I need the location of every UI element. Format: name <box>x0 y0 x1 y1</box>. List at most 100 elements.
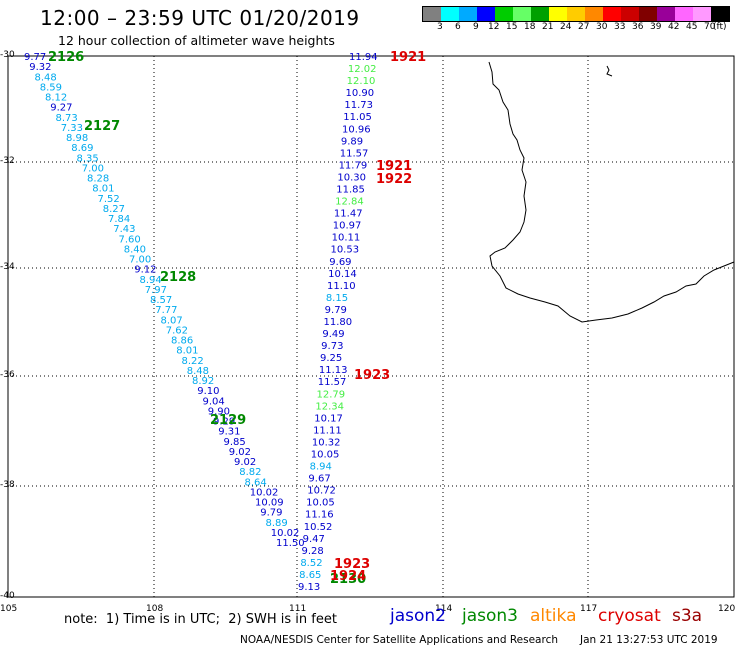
swh-value-left: 8.92 <box>192 376 214 387</box>
satellite-jason2: jason2 <box>390 606 446 626</box>
lat-label: -36 <box>0 370 15 380</box>
swh-value-left: 7.52 <box>98 194 120 205</box>
swh-value-right: 9.79 <box>325 305 347 316</box>
lon-label: 120 <box>718 604 736 614</box>
swh-value-right: 11.16 <box>305 510 334 521</box>
legend-swatch <box>531 7 549 21</box>
footer-note: note: 1) Time is in UTC; 2) SWH is in fe… <box>64 612 337 627</box>
pass-label: 1922 <box>376 172 412 187</box>
swh-value-left: 10.02 <box>250 487 279 498</box>
swh-value-right: 11.85 <box>336 185 365 196</box>
swh-value-left: 7.00 <box>82 163 104 174</box>
swh-value-left: 8.40 <box>124 244 146 255</box>
swh-value-left: 9.32 <box>29 62 51 73</box>
legend-unit: (ft) <box>713 22 727 32</box>
swh-value-left: 8.48 <box>35 72 57 83</box>
swh-value-left: 8.27 <box>103 204 125 215</box>
swh-value-left: 9.02 <box>229 447 251 458</box>
pass-label: 1923 <box>354 368 390 383</box>
swh-value-left: 9.31 <box>218 427 240 438</box>
swh-value-left: 8.82 <box>239 467 261 478</box>
pass-label: 2130 <box>330 572 366 587</box>
swh-value-left: 8.01 <box>92 184 114 195</box>
lat-label: -34 <box>0 262 15 272</box>
swh-value-right: 10.52 <box>304 522 333 533</box>
color-legend <box>422 6 730 22</box>
legend-swatch <box>657 7 675 21</box>
legend-swatch <box>693 7 711 21</box>
legend-swatch <box>603 7 621 21</box>
swh-value-right: 10.05 <box>311 450 340 461</box>
swh-value-left: 9.27 <box>50 103 72 114</box>
map-frame <box>7 55 735 598</box>
swh-value-left: 9.29 <box>213 417 235 428</box>
swh-value-right: 9.89 <box>341 136 363 147</box>
swh-value-left: 8.57 <box>150 295 172 306</box>
pass-label: 2128 <box>160 270 196 285</box>
swh-value-right: 10.14 <box>328 269 357 280</box>
legend-label: 70 <box>704 22 716 32</box>
swh-value-right: 11.94 <box>349 52 378 63</box>
legend-label: 33 <box>614 22 626 32</box>
timestamp: Jan 21 13:27:53 UTC 2019 <box>580 634 718 646</box>
swh-value-right: 10.32 <box>312 437 341 448</box>
swh-value-left: 9.10 <box>197 386 219 397</box>
swh-value-left: 8.35 <box>77 153 99 164</box>
swh-value-left: 7.43 <box>113 224 135 235</box>
swh-value-left: 7.33 <box>61 123 83 134</box>
swh-value-left: 8.89 <box>266 518 288 529</box>
swh-value-right: 11.57 <box>318 377 347 388</box>
legend-swatch <box>513 7 531 21</box>
swh-value-left: 10.02 <box>271 528 300 539</box>
legend-label: 39 <box>650 22 662 32</box>
legend-swatch <box>585 7 603 21</box>
pass-label: 1923 <box>334 557 370 572</box>
legend-label: 15 <box>506 22 518 32</box>
swh-value-left: 11.50 <box>276 538 305 549</box>
legend-label: 18 <box>524 22 536 32</box>
legend-swatch <box>621 7 639 21</box>
legend-swatch <box>675 7 693 21</box>
legend-swatch <box>441 7 459 21</box>
legend-swatch <box>477 7 495 21</box>
swh-value-left: 9.77 <box>24 52 46 63</box>
lon-label: 111 <box>289 604 307 614</box>
legend-label: 24 <box>560 22 572 32</box>
legend-label: 9 <box>473 22 479 32</box>
grid-lines <box>8 56 734 597</box>
swh-value-left: 8.94 <box>140 275 162 286</box>
swh-value-right: 10.96 <box>342 124 371 135</box>
swh-value-left: 7.84 <box>108 214 130 225</box>
swh-value-left: 7.77 <box>155 305 177 316</box>
legend-swatch <box>639 7 657 21</box>
legend-label: 3 <box>437 22 443 32</box>
legend-label: 30 <box>596 22 608 32</box>
legend-swatch <box>459 7 477 21</box>
australia-coastline <box>488 61 735 323</box>
swh-value-right: 9.69 <box>329 257 351 268</box>
swh-value-right: 12.79 <box>317 389 346 400</box>
swh-value-right: 11.05 <box>343 112 372 123</box>
track-left-values: 9.779.328.488.598.129.278.737.338.988.69… <box>24 52 305 549</box>
legend-swatch <box>423 7 441 21</box>
swh-value-right: 10.17 <box>314 413 343 424</box>
swh-value-left: 9.02 <box>234 457 256 468</box>
swh-value-right: 8.52 <box>300 558 322 569</box>
lat-label: -40 <box>0 591 15 601</box>
swh-value-left: 8.69 <box>71 143 93 154</box>
swh-value-left: 8.64 <box>245 477 267 488</box>
pass-label: 2127 <box>84 119 120 134</box>
swh-value-left: 8.22 <box>182 356 204 367</box>
swh-value-left: 9.90 <box>208 406 230 417</box>
lon-label: 105 <box>0 604 18 614</box>
swh-value-right: 9.49 <box>322 329 344 340</box>
swh-value-right: 8.15 <box>326 293 348 304</box>
swh-value-right: 12.84 <box>335 197 364 208</box>
swh-value-right: 10.05 <box>306 498 335 509</box>
credit-text: NOAA/NESDIS Center for Satellite Applica… <box>240 634 558 646</box>
pass-labels: 2126212721282129213019211921192219231923… <box>48 50 426 587</box>
pass-label: 2129 <box>210 413 246 428</box>
lat-label: -30 <box>0 50 15 60</box>
swh-value-left: 9.79 <box>260 508 282 519</box>
